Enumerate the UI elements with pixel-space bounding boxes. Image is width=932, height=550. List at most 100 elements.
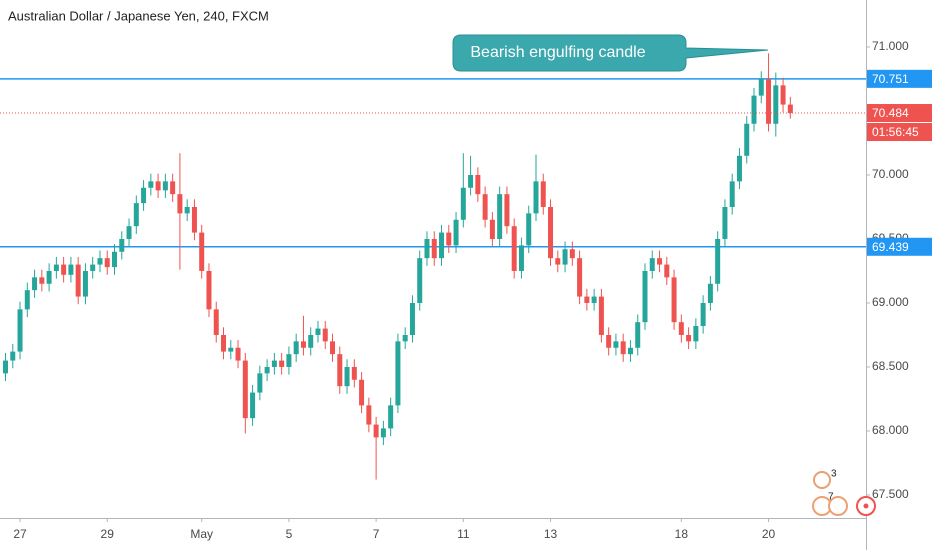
candle-body xyxy=(409,302,415,335)
candle-body xyxy=(344,366,350,387)
candle-body xyxy=(337,354,343,387)
price-label: 70.751 xyxy=(872,72,909,86)
candle-body xyxy=(744,123,750,156)
candle-body xyxy=(533,181,539,214)
candle-body xyxy=(715,238,721,284)
x-tick-label: 7 xyxy=(373,527,380,541)
candle-body xyxy=(199,232,205,271)
event-icon[interactable] xyxy=(828,496,848,516)
candle-body xyxy=(366,405,372,425)
candle-body xyxy=(468,174,474,188)
candle-body xyxy=(228,347,234,352)
candle-body xyxy=(68,264,74,275)
price-label: 69.439 xyxy=(872,240,909,254)
candle-body xyxy=(562,249,568,265)
candle-body xyxy=(700,302,706,327)
x-tick-label: 29 xyxy=(101,527,115,541)
annotation-callout xyxy=(452,34,769,72)
candle-body xyxy=(424,238,430,259)
candle-body xyxy=(664,264,670,278)
plot-area xyxy=(0,53,866,480)
candle-body xyxy=(773,85,779,124)
candle-body xyxy=(264,366,270,374)
candle-body xyxy=(97,258,103,265)
candle-body xyxy=(155,181,161,191)
candle-body xyxy=(279,360,285,367)
candle-body xyxy=(75,264,81,297)
candle-body xyxy=(431,238,437,259)
x-tick-label: 20 xyxy=(762,527,776,541)
candle-body xyxy=(569,249,575,259)
candle-body xyxy=(577,258,583,297)
price-label-box xyxy=(867,69,932,88)
y-tick-label: 68.000 xyxy=(872,423,909,437)
candle-body xyxy=(17,309,23,352)
last-price-box xyxy=(867,104,932,123)
event-icon[interactable] xyxy=(813,471,831,489)
candle-body xyxy=(257,373,263,393)
candle-body xyxy=(649,258,655,271)
candle-body xyxy=(518,245,524,271)
candle-body xyxy=(380,428,386,438)
chart-title: Australian Dollar / Japanese Yen, 240, F… xyxy=(8,8,269,23)
candle-body xyxy=(286,354,292,367)
candle-body xyxy=(32,277,38,291)
candle-body xyxy=(170,181,176,195)
candle-body xyxy=(242,360,248,419)
candle-body xyxy=(315,328,321,335)
candle-body xyxy=(177,194,183,214)
candle-body xyxy=(736,155,742,182)
candle-body xyxy=(642,270,648,323)
candle-body xyxy=(373,424,379,438)
candle-body xyxy=(162,181,168,191)
x-tick-label: 5 xyxy=(286,527,293,541)
candle-body xyxy=(417,258,423,303)
candle-body xyxy=(548,206,554,259)
last-price-label: 70.484 xyxy=(872,106,909,120)
candle-body xyxy=(751,95,757,124)
x-tick-label: May xyxy=(190,527,213,541)
candle-body xyxy=(322,328,328,342)
candle-body xyxy=(584,296,590,303)
candle-body xyxy=(271,360,277,367)
candle-body xyxy=(104,258,110,268)
candle-body xyxy=(3,360,8,374)
candle-body xyxy=(598,296,604,335)
candle-body xyxy=(439,232,445,259)
candle-body xyxy=(460,187,466,220)
candle-body xyxy=(388,405,394,429)
candle-body xyxy=(112,251,118,268)
candle-body xyxy=(635,322,641,348)
candle-body xyxy=(504,194,510,227)
candle-body xyxy=(293,341,299,355)
candle-body xyxy=(351,366,357,380)
candle-body xyxy=(82,270,88,297)
candle-body xyxy=(489,219,495,239)
candle-body xyxy=(300,341,306,348)
candle-body xyxy=(119,238,125,252)
candle-body xyxy=(678,322,684,335)
candle-body xyxy=(191,206,197,233)
candle-body xyxy=(126,226,132,239)
x-tick-label: 11 xyxy=(457,527,470,541)
y-tick-label: 70.000 xyxy=(872,167,909,181)
event-badge: 7 xyxy=(828,492,834,503)
candle-body xyxy=(10,351,16,361)
candle-body xyxy=(693,326,699,342)
candle-body xyxy=(780,85,786,105)
candle-body xyxy=(540,181,546,207)
candle-body xyxy=(729,181,735,207)
candle-body xyxy=(497,194,503,239)
y-tick-label: 68.500 xyxy=(872,359,909,373)
candle-body xyxy=(395,341,401,406)
candle-body xyxy=(221,334,227,352)
candle-body xyxy=(39,277,45,284)
candle-body xyxy=(766,78,772,124)
candle-body xyxy=(613,341,619,348)
candle-body xyxy=(707,283,713,303)
x-tick-label: 18 xyxy=(675,527,689,541)
candle-body xyxy=(141,187,147,204)
candle-body xyxy=(402,334,408,342)
candle-body xyxy=(591,296,597,303)
